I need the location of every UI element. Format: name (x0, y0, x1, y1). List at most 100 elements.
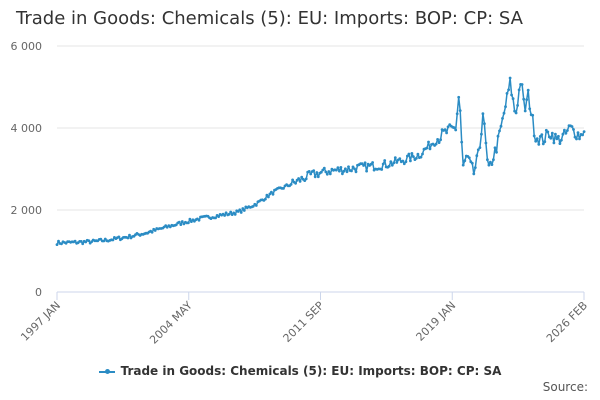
data-point[interactable] (564, 131, 568, 135)
data-point[interactable] (264, 197, 267, 201)
data-point[interactable] (495, 150, 498, 154)
data-point[interactable] (470, 161, 474, 165)
data-point[interactable] (345, 170, 349, 174)
data-point[interactable] (428, 147, 432, 151)
data-point[interactable] (354, 170, 358, 174)
data-point[interactable] (315, 171, 319, 174)
data-point[interactable] (455, 112, 459, 116)
data-point[interactable] (508, 76, 512, 80)
data-point[interactable] (214, 216, 218, 220)
data-point[interactable] (467, 156, 471, 160)
data-point[interactable] (507, 88, 510, 92)
data-point[interactable] (79, 240, 83, 243)
data-point[interactable] (480, 132, 483, 136)
data-point[interactable] (546, 130, 550, 134)
data-point[interactable] (344, 167, 347, 171)
data-point[interactable] (217, 215, 221, 219)
data-point[interactable] (398, 157, 402, 161)
data-point[interactable] (81, 242, 85, 246)
data-point[interactable] (425, 146, 429, 150)
data-point[interactable] (297, 177, 300, 180)
data-point[interactable] (563, 128, 566, 132)
data-point[interactable] (406, 154, 409, 158)
data-point[interactable] (362, 164, 365, 167)
data-point[interactable] (534, 139, 538, 143)
data-point[interactable] (291, 178, 294, 182)
data-point[interactable] (342, 169, 346, 173)
data-point[interactable] (572, 128, 575, 131)
data-point[interactable] (325, 172, 329, 176)
data-point[interactable] (327, 170, 331, 173)
data-point[interactable] (404, 160, 408, 164)
data-point[interactable] (289, 183, 293, 186)
data-point[interactable] (111, 238, 115, 242)
data-point[interactable] (575, 137, 578, 141)
data-point[interactable] (60, 242, 63, 246)
data-point[interactable] (177, 220, 181, 224)
data-point[interactable] (238, 208, 242, 212)
data-point[interactable] (395, 161, 399, 164)
data-point[interactable] (389, 160, 393, 164)
data-point[interactable] (324, 170, 328, 174)
data-point[interactable] (313, 175, 317, 179)
data-point[interactable] (229, 210, 233, 214)
data-point[interactable] (501, 117, 504, 120)
data-point[interactable] (540, 133, 544, 137)
data-point[interactable] (363, 161, 367, 165)
data-point[interactable] (57, 239, 60, 243)
data-point[interactable] (566, 129, 569, 132)
data-point[interactable] (490, 163, 494, 167)
data-point[interactable] (454, 128, 458, 132)
data-point[interactable] (543, 140, 547, 144)
data-point[interactable] (555, 137, 559, 141)
data-point[interactable] (393, 156, 397, 160)
data-point[interactable] (239, 211, 243, 214)
data-point[interactable] (227, 212, 231, 216)
data-point[interactable] (415, 156, 418, 160)
data-point[interactable] (446, 125, 450, 129)
data-point[interactable] (528, 107, 532, 111)
data-point[interactable] (541, 142, 545, 146)
data-point[interactable] (197, 218, 201, 222)
data-point[interactable] (390, 163, 394, 167)
data-point[interactable] (504, 105, 507, 109)
data-point[interactable] (410, 152, 414, 155)
data-point[interactable] (319, 170, 323, 174)
data-point[interactable] (55, 243, 59, 247)
data-point[interactable] (489, 160, 492, 164)
data-point[interactable] (523, 109, 527, 113)
data-point[interactable] (499, 124, 503, 128)
data-point[interactable] (336, 166, 340, 170)
data-point[interactable] (341, 172, 344, 176)
data-point[interactable] (242, 209, 246, 212)
data-point[interactable] (126, 236, 130, 240)
data-point[interactable] (513, 109, 516, 113)
data-point[interactable] (517, 88, 521, 92)
data-point[interactable] (550, 131, 554, 135)
data-point[interactable] (401, 159, 405, 163)
data-point[interactable] (328, 172, 332, 176)
data-point[interactable] (188, 217, 192, 221)
data-point[interactable] (350, 169, 353, 173)
data-point[interactable] (117, 235, 121, 239)
data-point[interactable] (498, 129, 501, 133)
data-point[interactable] (174, 223, 178, 227)
data-point[interactable] (532, 134, 536, 138)
data-point[interactable] (516, 104, 519, 107)
data-point[interactable] (439, 138, 442, 142)
data-point[interactable] (457, 95, 461, 99)
data-point[interactable] (570, 125, 574, 128)
data-point[interactable] (549, 136, 553, 140)
data-point[interactable] (576, 131, 580, 135)
data-point[interactable] (371, 161, 374, 164)
credits-text[interactable]: Source: (542, 380, 588, 394)
data-point[interactable] (486, 158, 489, 162)
data-point[interactable] (493, 146, 497, 150)
data-point[interactable] (224, 211, 228, 215)
data-point[interactable] (535, 137, 539, 141)
data-point[interactable] (557, 134, 560, 138)
data-point[interactable] (427, 140, 430, 144)
series-line[interactable] (56, 77, 585, 245)
data-point[interactable] (522, 97, 526, 101)
data-point[interactable] (383, 159, 387, 162)
